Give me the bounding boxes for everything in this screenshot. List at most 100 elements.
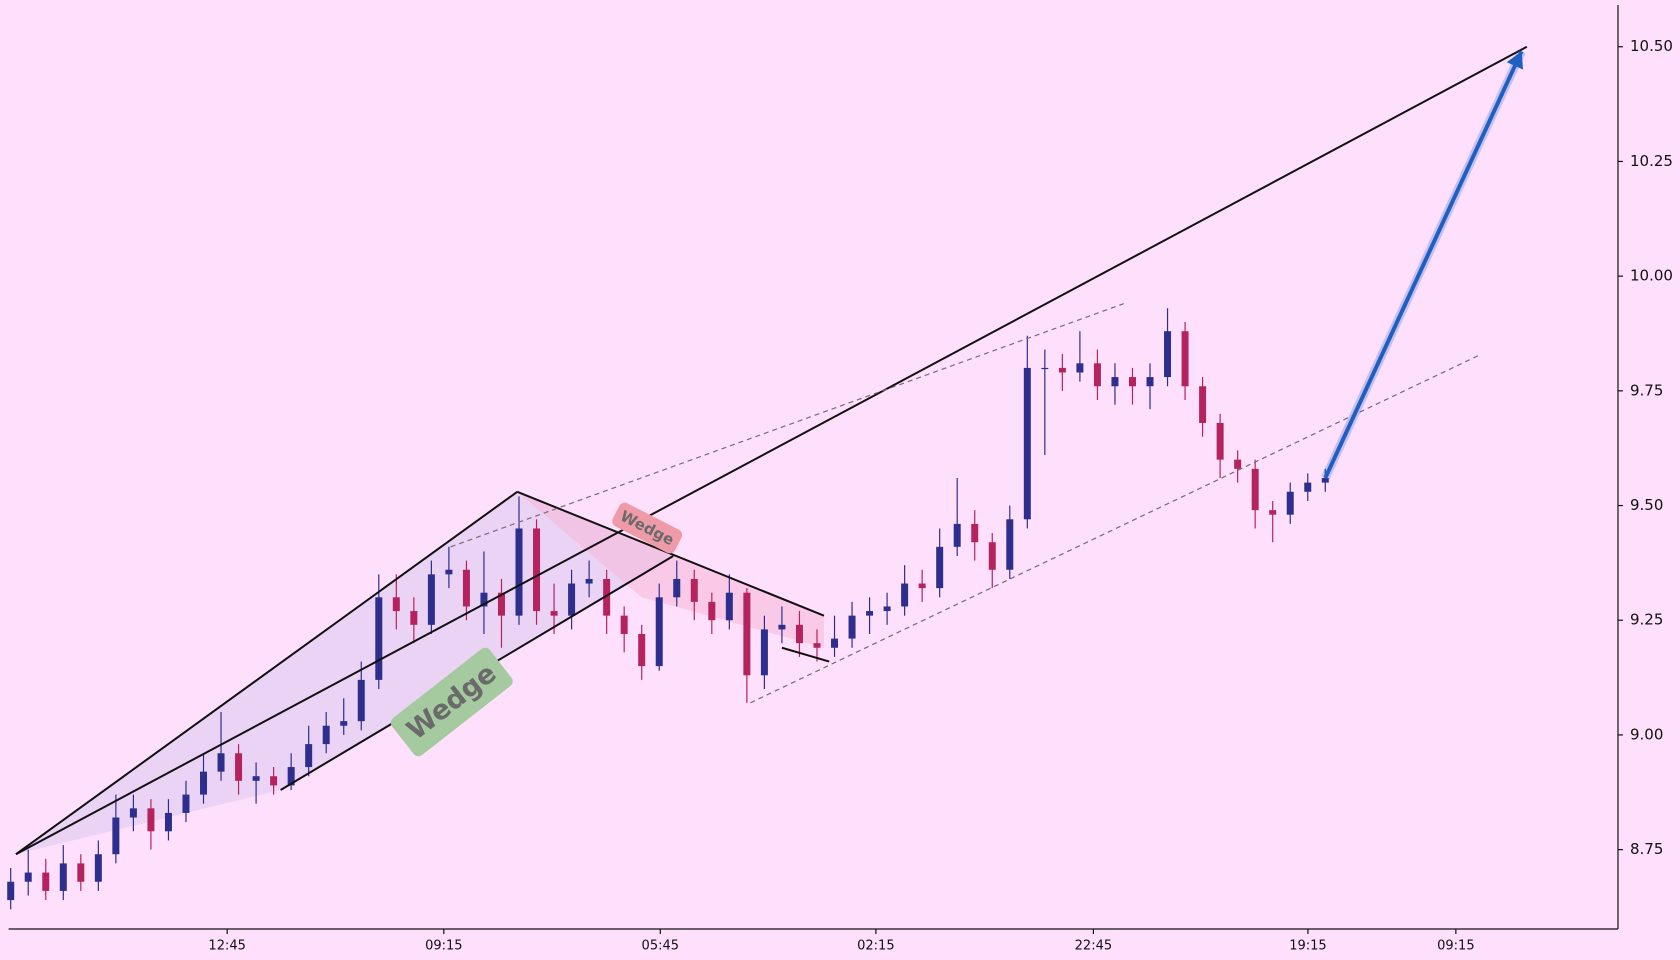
candle-body xyxy=(655,597,663,667)
x-tick-label: 09:15 xyxy=(1437,939,1474,954)
candle-body xyxy=(112,817,120,855)
candle-body xyxy=(1076,363,1084,373)
candle-body xyxy=(673,578,681,598)
candle-body xyxy=(287,767,295,786)
candle-body xyxy=(182,794,190,813)
candle-body xyxy=(340,721,348,726)
solid-trendline xyxy=(15,45,1528,856)
candle-body xyxy=(866,611,874,616)
candle-body xyxy=(305,744,313,768)
candle-body xyxy=(445,569,453,575)
candle-body xyxy=(94,854,102,882)
x-tick-label: 22:45 xyxy=(1075,939,1112,954)
solid-trendline xyxy=(781,646,830,663)
candle-body xyxy=(42,872,50,891)
candle-body xyxy=(708,601,716,621)
candle-body xyxy=(638,633,646,667)
candle-body xyxy=(129,808,137,818)
candle-body xyxy=(901,583,909,607)
candle-body xyxy=(1216,422,1224,460)
candle-body xyxy=(585,578,593,584)
candle-body xyxy=(1234,459,1242,469)
candle-body xyxy=(462,569,470,607)
candle-body xyxy=(550,611,558,616)
candle-body xyxy=(1269,510,1277,515)
solid-trendline xyxy=(15,490,518,856)
candle-body xyxy=(1164,331,1172,378)
candle-body xyxy=(620,615,628,634)
candle-body xyxy=(252,776,260,781)
y-tick-label: 9.25 xyxy=(1630,611,1663,629)
candle-body xyxy=(270,776,278,786)
candle-body xyxy=(1093,363,1101,387)
candle-body xyxy=(410,611,418,625)
candle-body xyxy=(936,546,944,589)
dashed-trendline xyxy=(450,303,1124,548)
candle-body xyxy=(7,881,15,901)
candle-body xyxy=(1041,367,1049,370)
x-tick-label: 19:15 xyxy=(1289,939,1326,954)
candle-body xyxy=(1058,367,1066,373)
x-tick-label: 09:15 xyxy=(425,939,462,954)
candle-body xyxy=(1199,386,1207,423)
candle-body xyxy=(760,629,768,676)
candle-body xyxy=(848,615,856,639)
candle-body xyxy=(1006,519,1014,570)
candle-body xyxy=(918,583,926,589)
candle-body xyxy=(147,808,155,832)
candle-body xyxy=(988,542,996,570)
candle-body xyxy=(164,812,172,832)
candle-body xyxy=(1111,377,1119,387)
candle-body xyxy=(392,597,400,612)
candle-body xyxy=(1251,468,1259,511)
y-tick-label: 9.75 xyxy=(1630,381,1663,399)
solid-trendline xyxy=(516,490,825,617)
y-tick-label: 10.25 xyxy=(1630,152,1673,170)
candle-body xyxy=(813,643,821,648)
candle-body xyxy=(568,583,576,616)
candle-body xyxy=(1181,331,1189,387)
candle-body xyxy=(778,624,786,630)
candle-body xyxy=(427,574,435,625)
candle-body xyxy=(375,597,383,680)
candle-body xyxy=(322,725,330,745)
candle-body xyxy=(690,578,698,602)
x-tick-label: 05:45 xyxy=(642,939,679,954)
candle-body xyxy=(357,679,365,722)
y-tick-label: 9.00 xyxy=(1630,725,1663,743)
candle-body xyxy=(59,863,67,891)
candle-body xyxy=(603,578,611,616)
candle-body xyxy=(235,753,243,781)
candle-body xyxy=(1128,377,1136,387)
candle-body xyxy=(953,523,961,547)
candle-body xyxy=(24,872,32,882)
label-box xyxy=(612,502,683,554)
arrow xyxy=(1323,50,1524,479)
candle-body xyxy=(217,753,225,772)
candle-body xyxy=(795,624,803,644)
candle-body xyxy=(883,606,891,612)
y-tick-label: 10.00 xyxy=(1630,267,1673,285)
candle-body xyxy=(515,528,523,616)
y-tick-label: 9.50 xyxy=(1630,496,1663,514)
shaded-region xyxy=(15,491,674,855)
candle-body xyxy=(1286,491,1294,515)
y-tick-label: 10.50 xyxy=(1630,37,1673,55)
candle-body xyxy=(533,528,541,612)
label-box xyxy=(390,647,513,757)
candle-body xyxy=(200,771,208,795)
y-tick-label: 8.75 xyxy=(1630,840,1663,858)
candle-body xyxy=(831,638,839,648)
candle-body xyxy=(1321,478,1329,483)
candle-body xyxy=(743,592,751,676)
x-tick-label: 12:45 xyxy=(208,939,245,954)
candle-body xyxy=(1304,482,1312,492)
candle-body xyxy=(725,592,733,621)
arrow-head xyxy=(1506,51,1524,70)
candle-body xyxy=(971,523,979,543)
candle-body xyxy=(480,592,488,607)
candle-body xyxy=(1023,367,1031,520)
candle-body xyxy=(497,592,505,616)
